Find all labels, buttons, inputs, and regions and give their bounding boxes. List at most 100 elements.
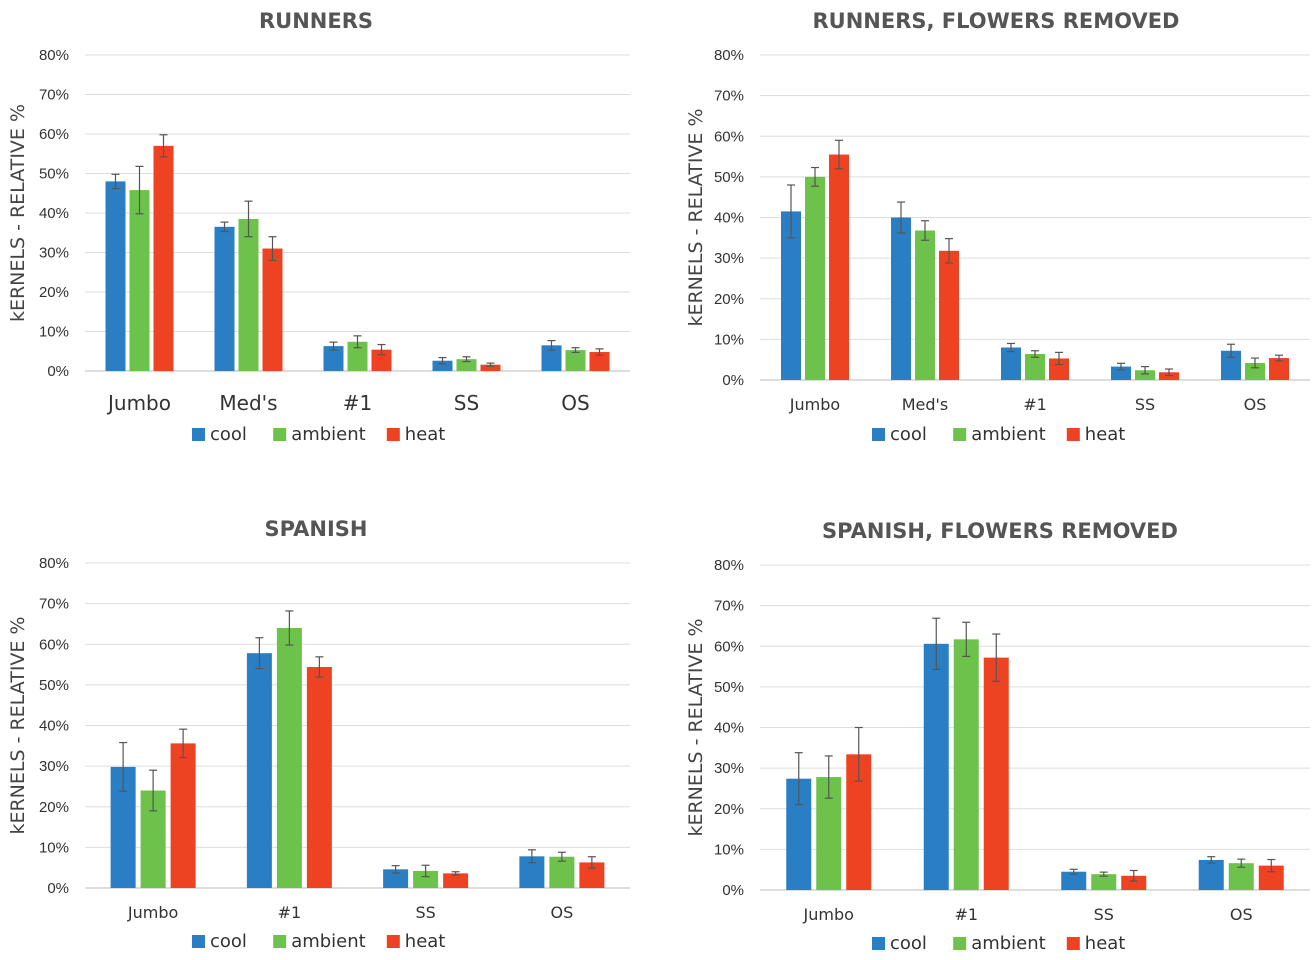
y-tick-label: 30%	[714, 250, 744, 267]
x-tick-label: SS	[415, 903, 435, 922]
y-tick-label: 20%	[39, 284, 69, 301]
bar-cool	[246, 653, 272, 888]
chart-spanish-svg: SPANISH 0% 10% 20% 30% 40% 50% 60% 70% 80% kERNELS…	[7, 517, 630, 952]
y-tick-label: 20%	[714, 291, 744, 308]
y-tick-label: 80%	[714, 557, 744, 574]
bar-heat	[939, 250, 959, 380]
y-tick-label: 40%	[39, 718, 69, 735]
legend-swatch-heat	[386, 935, 400, 948]
y-tick-label: 30%	[39, 245, 69, 262]
legend-label-cool: cool	[890, 933, 927, 954]
x-tick-label: Jumbo	[106, 391, 171, 415]
x-tick-label: SS	[454, 391, 479, 415]
x-tick-label: Jumbo	[803, 905, 854, 924]
chart-title: RUNNERS, FLOWERS REMOVED	[813, 9, 1180, 33]
legend-swatch-cool	[872, 937, 885, 950]
x-tick-label: #1	[343, 391, 372, 415]
bar-cool	[1198, 859, 1224, 890]
y-tick-label: 10%	[39, 839, 69, 856]
chart-spanish-flowers-removed: SPANISH, FLOWERS REMOVED 0% 10% 20% 30% 40% 50…	[658, 495, 1315, 960]
bar-heat	[443, 873, 469, 888]
y-tick-label: 80%	[714, 47, 744, 64]
bar-ambient	[238, 218, 259, 371]
bar-heat	[262, 248, 283, 371]
y-tick-label: 70%	[714, 88, 744, 105]
y-tick-label: 60%	[39, 126, 69, 143]
bar-ambient	[805, 176, 825, 380]
bar-cool	[383, 869, 409, 888]
x-tick-label: #1	[954, 905, 978, 924]
chart-runners-svg: RUNNERS 0% 10% 20% 30% 40% 50% 60% 70% 80% kERNELS…	[7, 9, 630, 445]
bar-cool	[891, 217, 911, 380]
legend-label-heat: heat	[1085, 424, 1126, 445]
bar-heat	[829, 154, 849, 380]
legend-label-cool: cool	[890, 424, 927, 445]
bar-heat	[170, 743, 196, 888]
legend-swatch-ambient	[953, 428, 967, 441]
chart-title: SPANISH	[265, 517, 368, 541]
legend-label-heat: heat	[405, 931, 446, 952]
x-tick-label: OS	[1230, 905, 1253, 924]
y-tick-label: 40%	[714, 210, 744, 227]
legend-label-ambient: ambient	[971, 933, 1046, 954]
bar-heat	[371, 349, 392, 371]
y-tick-label: 50%	[714, 679, 744, 696]
bar-ambient	[1025, 354, 1045, 380]
legend-label-ambient: ambient	[291, 424, 366, 445]
x-tick-label: #1	[278, 903, 302, 922]
y-axis-label: kERNELS - RELATIVE %	[7, 104, 29, 322]
bar-cool	[1111, 366, 1131, 380]
bar-heat	[589, 352, 610, 371]
bar-heat	[1159, 372, 1179, 380]
bar-ambient	[413, 870, 439, 888]
bar-cool	[1221, 350, 1241, 380]
bar-heat	[153, 145, 174, 371]
bar-ambient	[953, 639, 979, 890]
y-tick-label: 80%	[39, 555, 69, 572]
y-tick-label: 40%	[39, 205, 69, 222]
y-tick-label: 10%	[39, 324, 69, 341]
bar-cool	[781, 211, 801, 380]
legend-swatch-heat	[386, 428, 400, 441]
y-tick-label: 70%	[714, 598, 744, 615]
bar-cool	[923, 643, 949, 890]
legend-label-cool: cool	[210, 424, 247, 445]
chart-runners: RUNNERS 0% 10% 20% 30% 40% 50% 60% 70% 80% kERNELS…	[0, 0, 655, 470]
y-axis-label: kERNELS - RELATIVE %	[7, 616, 29, 834]
y-tick-label: 0%	[722, 372, 744, 389]
legend-swatch-ambient	[953, 937, 967, 950]
chart-spanish: SPANISH 0% 10% 20% 30% 40% 50% 60% 70% 80% kERNELS…	[0, 495, 655, 960]
x-tick-label: Jumbo	[127, 903, 178, 922]
x-tick-label: #1	[1023, 395, 1047, 414]
bar-cool	[214, 226, 235, 371]
y-tick-label: 10%	[714, 841, 744, 858]
bar-heat	[983, 657, 1009, 890]
y-tick-label: 30%	[39, 758, 69, 775]
y-tick-label: 70%	[39, 87, 69, 104]
bar-cool	[1061, 871, 1087, 890]
chart-spanish-flowers-removed-svg: SPANISH, FLOWERS REMOVED 0% 10% 20% 30% 40% 50…	[685, 519, 1310, 954]
bar-ambient	[276, 628, 302, 888]
bar-cool	[432, 360, 453, 371]
bar-ambient	[347, 341, 368, 371]
legend-label-heat: heat	[1085, 933, 1126, 954]
bar-cool	[541, 345, 562, 371]
bar-ambient	[549, 856, 575, 888]
legend-swatch-cool	[192, 935, 205, 948]
y-tick-label: 50%	[39, 166, 69, 183]
x-tick-label: OS	[551, 903, 574, 922]
y-tick-label: 10%	[714, 331, 744, 348]
y-tick-label: 30%	[714, 760, 744, 777]
y-axis-label: kERNELS - RELATIVE %	[685, 108, 707, 326]
legend-swatch-heat	[1066, 428, 1080, 441]
bar-ambient	[129, 190, 150, 371]
legend-swatch-cool	[192, 428, 205, 441]
x-tick-label: OS	[1244, 395, 1267, 414]
bar-ambient	[1245, 362, 1265, 380]
bar-heat	[1049, 358, 1069, 380]
y-tick-label: 60%	[714, 128, 744, 145]
y-tick-label: 60%	[714, 638, 744, 655]
legend-swatch-ambient	[273, 935, 287, 948]
legend-label-cool: cool	[210, 931, 247, 952]
legend-label-ambient: ambient	[971, 424, 1046, 445]
